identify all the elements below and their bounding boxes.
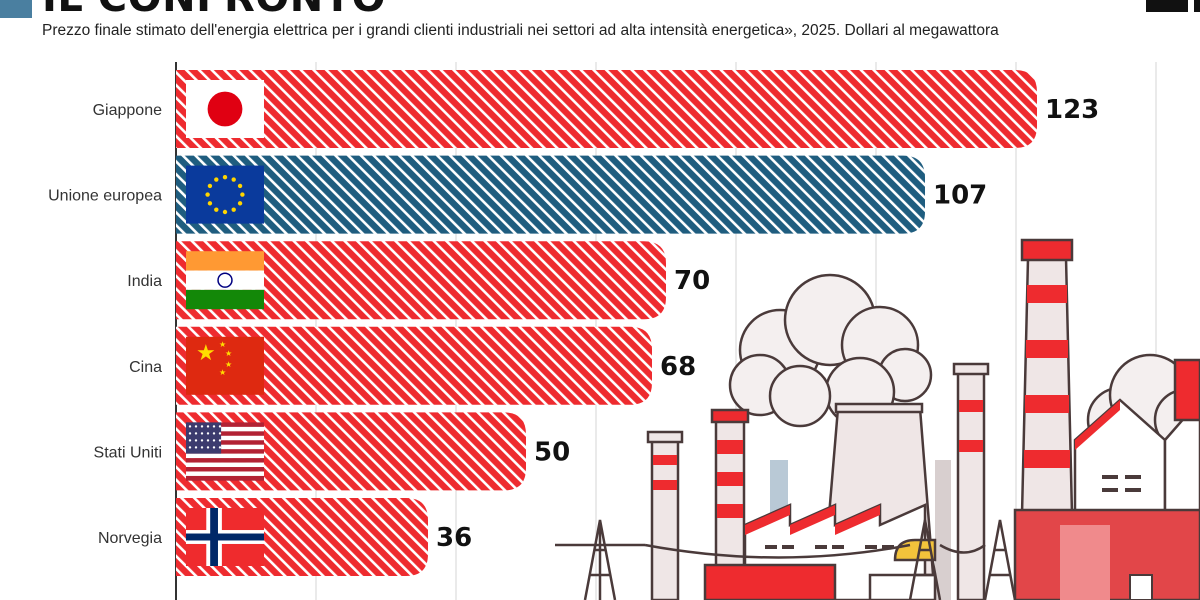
category-label: Cina [129,359,162,376]
category-label: Norvegia [98,530,162,547]
norway-flag-icon [186,508,264,566]
flags: ★ ★★★★ [186,80,264,566]
chart-subtitle: Prezzo finale stimato dell'energia elett… [42,22,999,39]
svg-text:★: ★ [196,341,216,366]
bar [176,241,666,320]
china-flag-icon: ★ ★★★★ [186,336,264,395]
svg-text:★: ★ [225,349,232,358]
category-label: India [127,273,162,290]
india-flag-icon [186,251,264,310]
page-title: IL CONFRONTO [42,0,386,20]
bars [176,70,1037,576]
value-label: 107 [933,181,987,211]
svg-text:★: ★ [225,360,232,369]
value-label: 68 [660,352,696,382]
category-label: Giappone [93,102,162,119]
factory-illustration [555,238,1200,600]
value-label: 123 [1045,95,1099,125]
header-accent-bar [0,0,32,18]
bar [176,326,652,405]
publisher-logo [1146,0,1200,12]
value-label: 70 [674,266,710,296]
category-label: Stati Uniti [94,444,162,461]
category-label: Unione europea [48,188,162,205]
svg-text:★: ★ [219,340,226,349]
labels: Giappone 123 Unione europea 107 India 70 Cina 6… [48,95,1099,553]
bar [176,70,1037,148]
value-label: 36 [436,523,472,553]
eu-flag-icon [186,165,264,224]
japan-flag-icon [186,80,264,138]
value-label: 50 [534,437,570,467]
svg-text:★: ★ [219,368,226,377]
usa-flag-icon [186,422,264,481]
bar [176,155,925,234]
